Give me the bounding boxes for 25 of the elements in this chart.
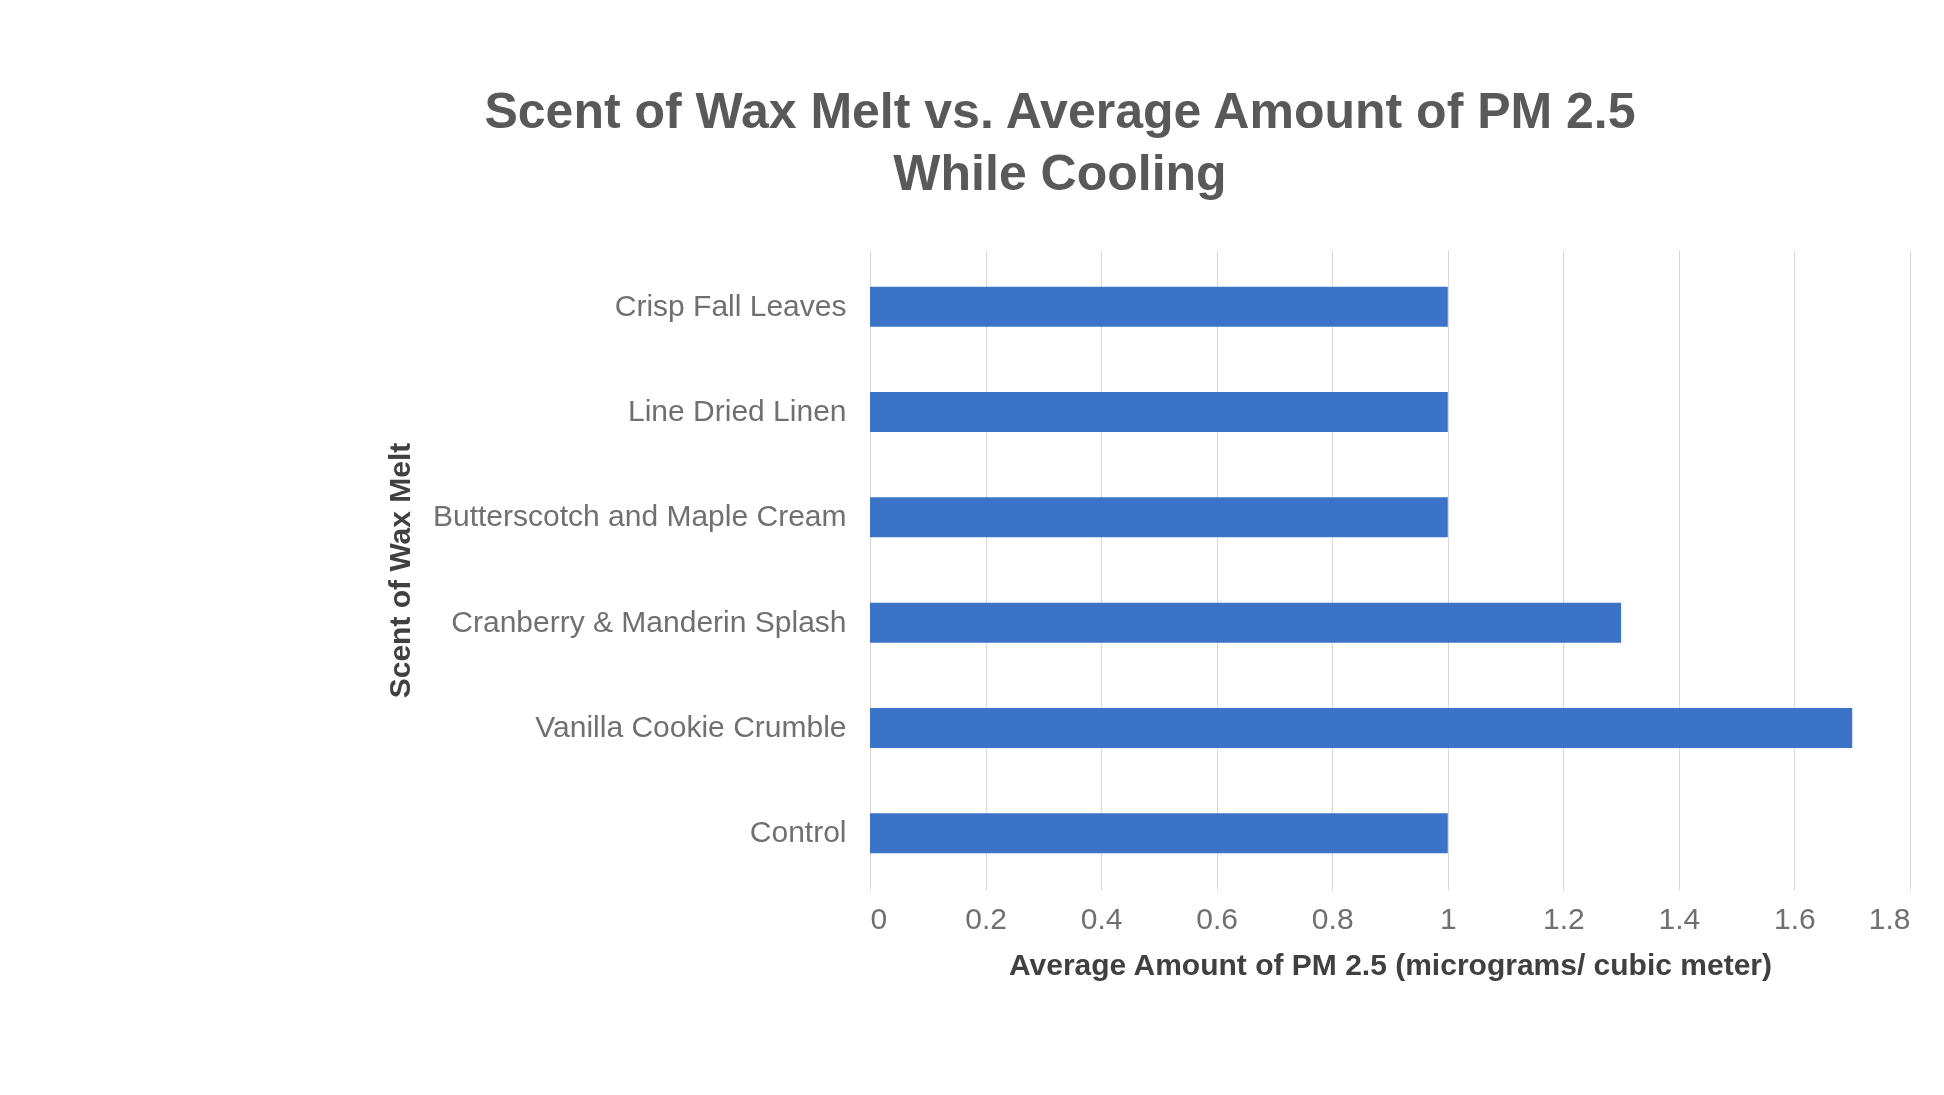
x-tick-label: 0.2 — [965, 901, 1007, 935]
x-tick-label: 1.4 — [1658, 901, 1701, 935]
y-tick-label: Control — [749, 815, 847, 849]
x-axis-title: Average Amount of PM 2.5 (micrograms/ cubic meter) — [1009, 947, 1772, 981]
y-tick-label: Vanilla Cookie Crumble — [535, 709, 847, 743]
bar — [870, 813, 1448, 854]
x-tick-label: 1.2 — [1542, 901, 1585, 935]
x-tick-label: 1.8 — [1868, 901, 1911, 935]
x-tick-label: 1 — [1439, 901, 1457, 935]
x-tick-label: 0.4 — [1080, 901, 1123, 935]
x-tick-label: 0.8 — [1311, 901, 1354, 935]
y-tick-label: Cranberry & Manderin Splash — [451, 604, 847, 638]
y-tick-label: Butterscotch and Maple Cream — [432, 499, 847, 533]
y-tick-label: Crisp Fall Leaves — [614, 288, 847, 322]
y-axis-title: Scent of Wax Melt — [382, 442, 416, 699]
x-tick-label: 0 — [870, 901, 888, 935]
y-tick-label: Line Dried Linen — [628, 394, 847, 428]
chart-title: Scent of Wax Melt vs. Average Amount of PM 2.5 While Cooling — [484, 83, 1636, 201]
bar — [870, 497, 1448, 538]
x-tick-label: 1.6 — [1774, 901, 1816, 935]
bar — [870, 707, 1853, 748]
bar — [870, 286, 1448, 327]
bar — [870, 602, 1622, 643]
x-tick-label: 0.6 — [1196, 901, 1239, 935]
bar — [870, 392, 1448, 433]
